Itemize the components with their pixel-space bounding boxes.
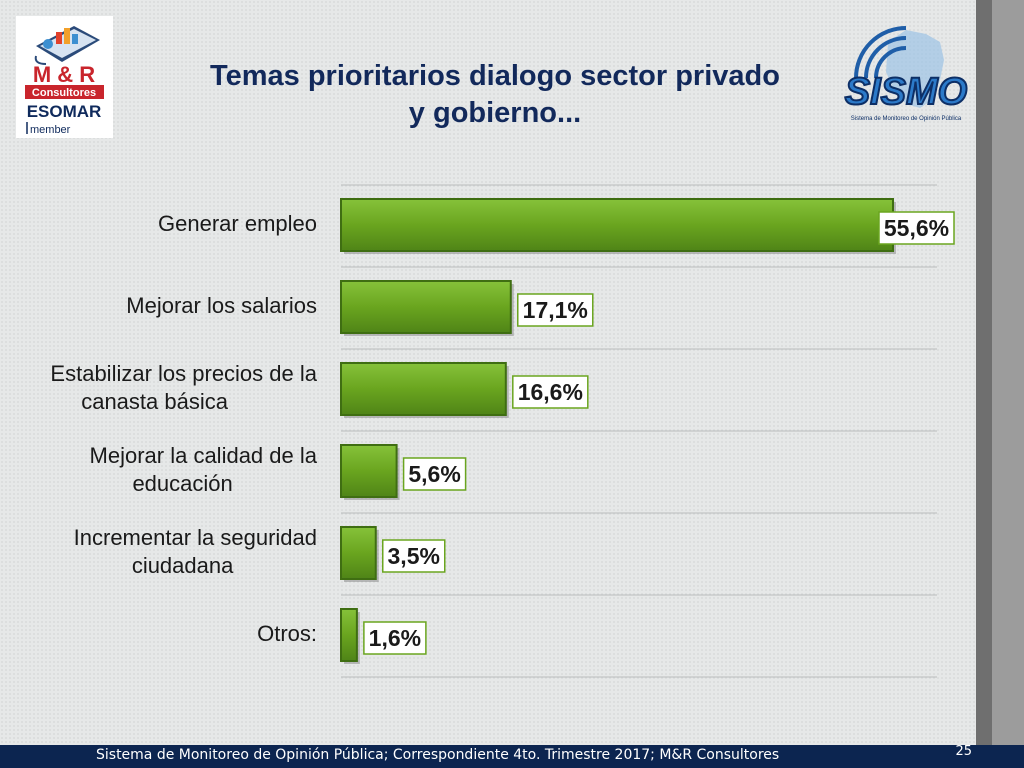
page-title: Temas prioritarios dialogo sector privad… <box>130 58 860 132</box>
mr-consultores-logo: M & R Consultores ESOMAR member <box>16 16 113 138</box>
category-label: Otros: <box>257 621 317 646</box>
data-label: 16,6% <box>518 379 583 405</box>
category-label: Mejorar la calidad de la <box>90 443 318 468</box>
data-label: 5,6% <box>408 461 460 487</box>
category-label: Incrementar la seguridad <box>74 525 317 550</box>
slide-right-border <box>992 0 1024 745</box>
category-label: Generar empleo <box>158 211 317 236</box>
mr-logo-line1: M & R <box>33 62 95 87</box>
sismo-logo: SISMO Sistema de Monitoreo de Opinión Pú… <box>836 20 976 132</box>
data-label-box <box>381 539 446 573</box>
footer-bar: Sistema de Monitoreo de Opinión Pública;… <box>0 744 1024 768</box>
title-line-1: Temas prioritarios dialogo sector privad… <box>210 60 780 92</box>
data-label-box <box>517 293 594 327</box>
bar <box>340 198 894 252</box>
category-label: Mejorar los salarios <box>126 293 317 318</box>
data-label: 17,1% <box>523 297 588 323</box>
sismo-logo-text: SISMO <box>845 71 967 113</box>
data-label-box <box>878 211 955 245</box>
data-label: 3,5% <box>388 543 440 569</box>
esomar-logo-text: ESOMAR <box>27 102 102 121</box>
category-label: ciudadana <box>132 553 234 578</box>
data-label-box <box>363 621 427 655</box>
footer-text: Sistema de Monitoreo de Opinión Pública;… <box>96 747 780 763</box>
data-label: 1,6% <box>369 625 421 651</box>
mr-logo-line2: Consultores <box>32 87 96 99</box>
bar <box>340 362 507 416</box>
category-label: Estabilizar los precios de la <box>50 361 317 386</box>
chart-illustration-icon <box>34 26 100 65</box>
category-label: educación <box>132 471 232 496</box>
esomar-member-text: member <box>30 124 71 136</box>
bar <box>340 444 398 498</box>
slide-right-shadow <box>976 0 992 745</box>
bar <box>340 526 377 580</box>
bar <box>340 608 358 662</box>
data-label-box <box>512 375 589 409</box>
signal-waves-icon <box>854 26 907 79</box>
bar <box>340 280 512 334</box>
bar-chart: 55,6% Generar empleo 17,1% Mejorar los sala… <box>50 184 955 678</box>
data-label-box <box>402 457 467 491</box>
sismo-logo-subtitle: Sistema de Monitoreo de Opinión Pública <box>851 116 962 122</box>
page-number: 25 <box>955 744 972 759</box>
data-label: 55,6% <box>884 215 949 241</box>
category-label: canasta básica <box>81 389 229 414</box>
title-line-2: y gobierno... <box>408 97 582 129</box>
